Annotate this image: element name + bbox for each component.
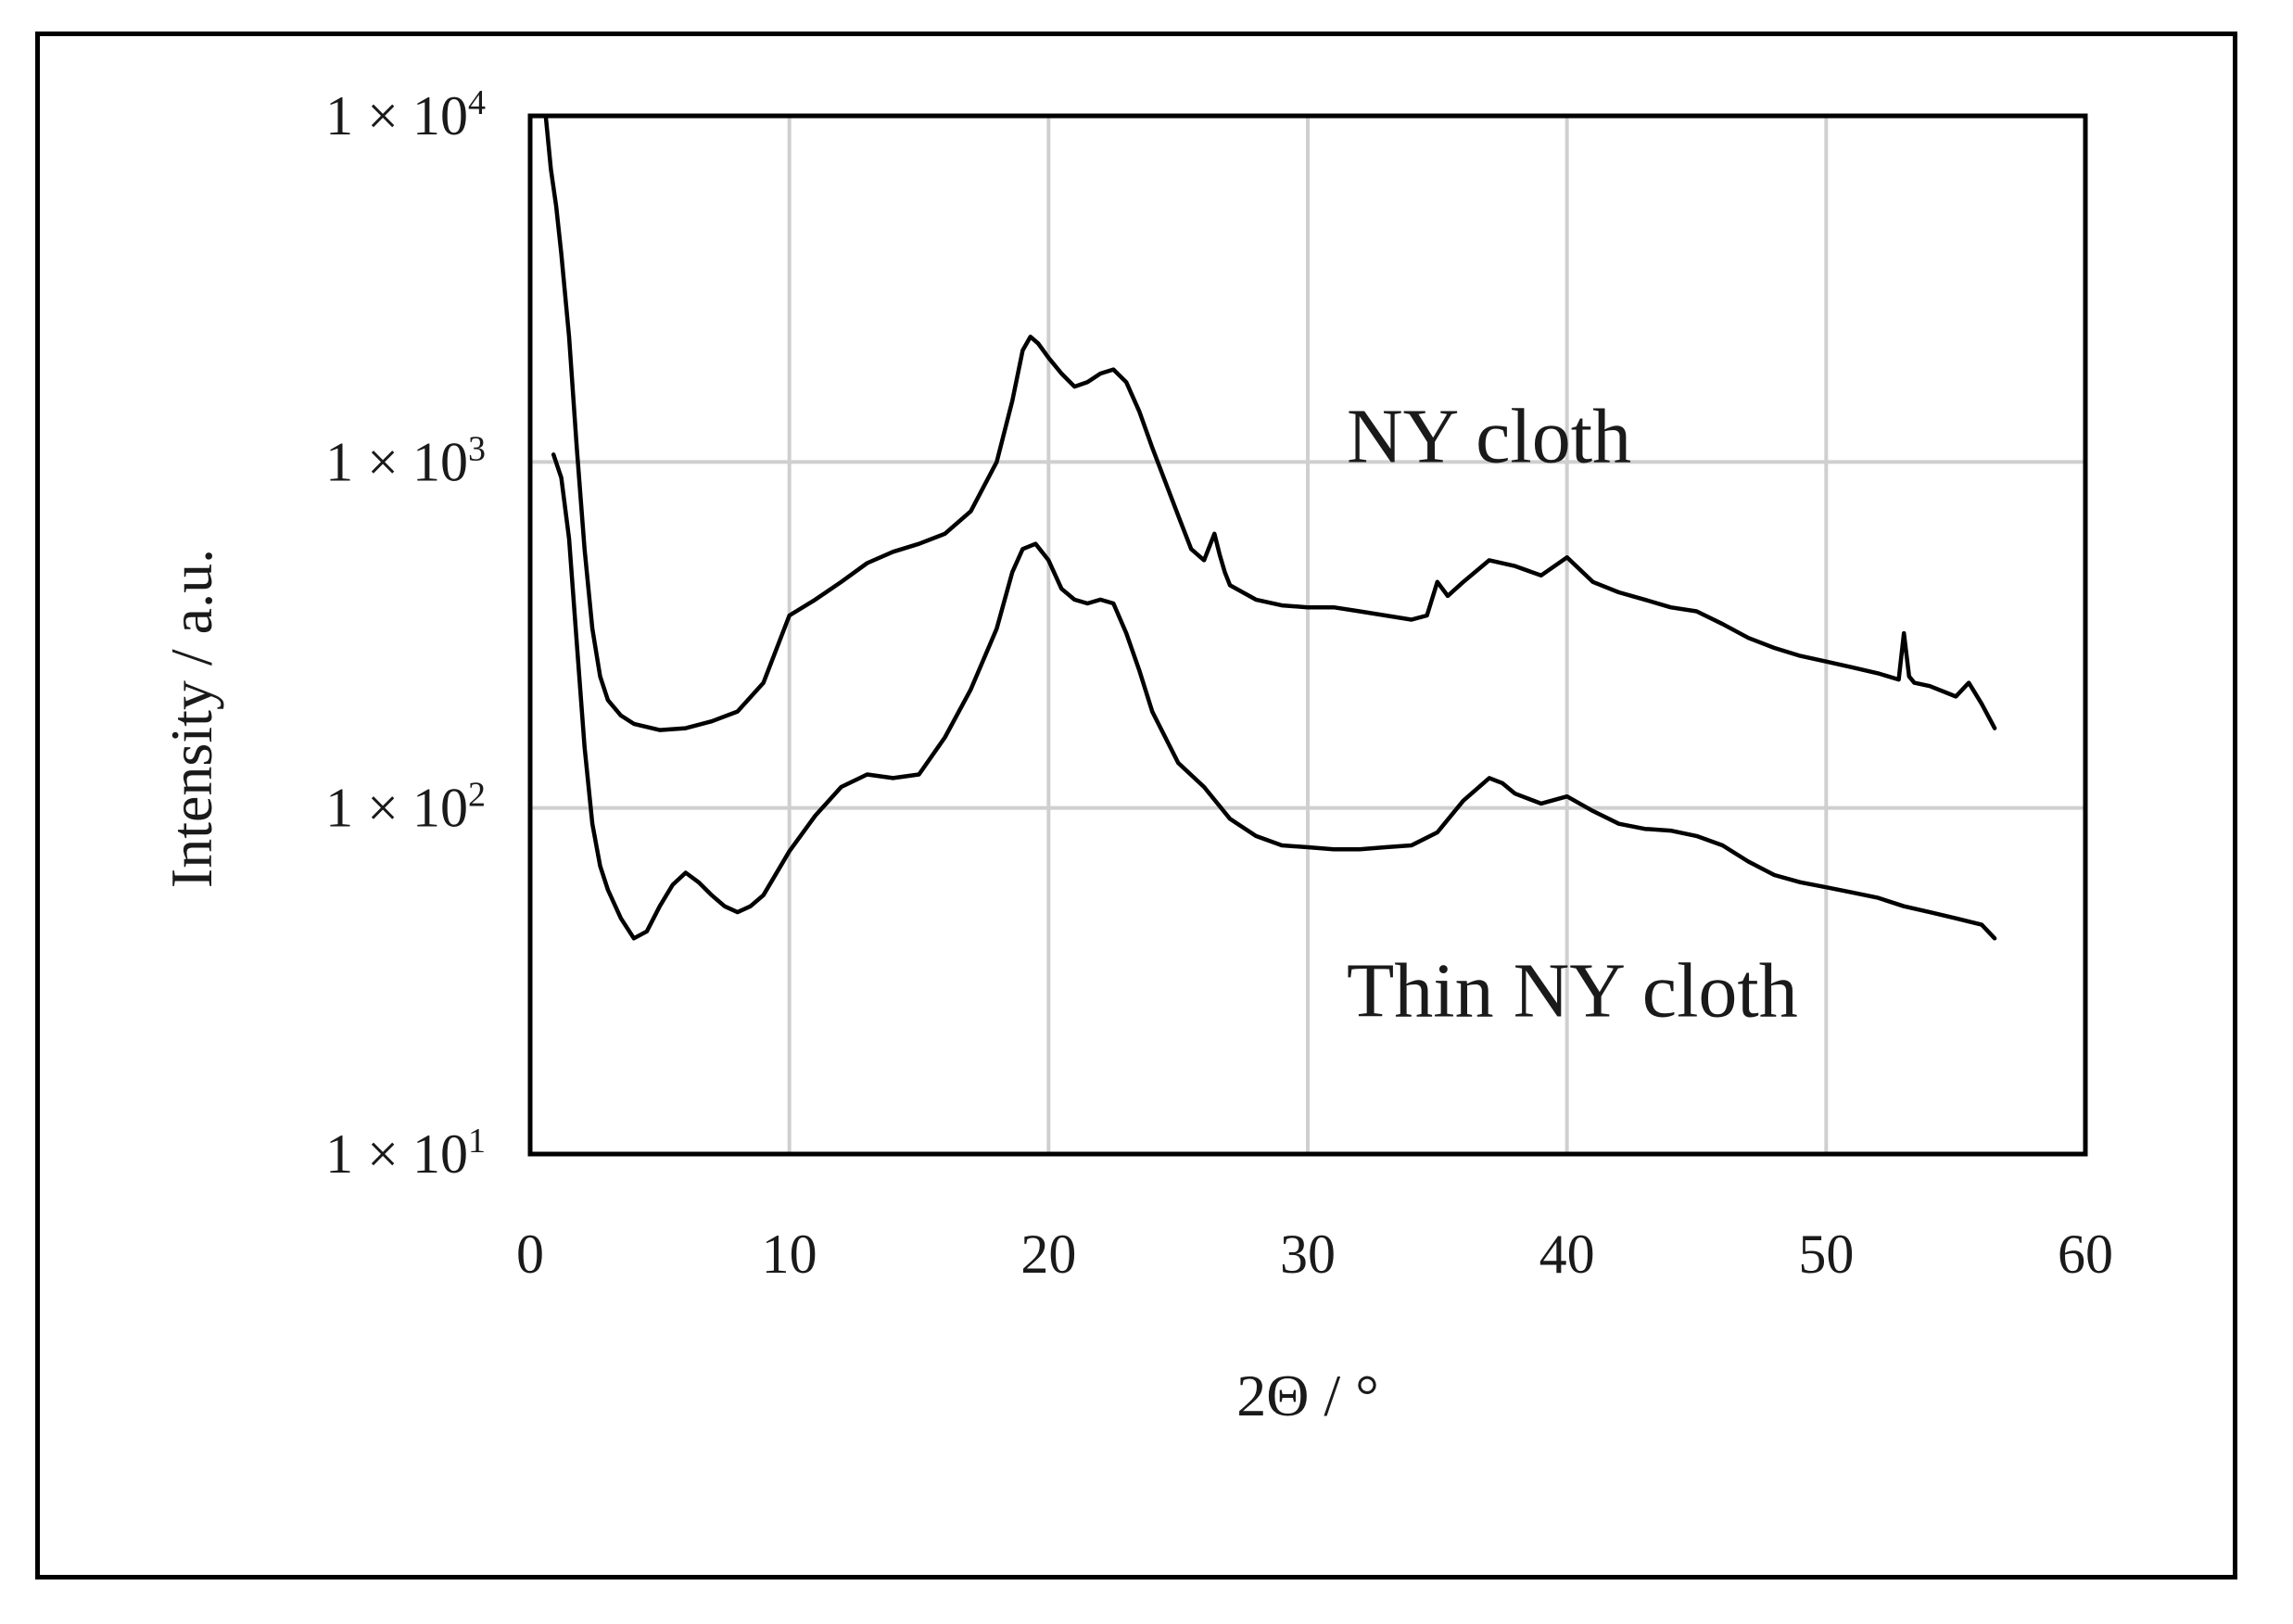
y-tick-label: 1 × 102 [325,776,486,839]
series-line-2 [551,452,1997,941]
grid-layer [530,116,2085,1154]
plot-area-border [527,113,2088,1157]
annotation-layer: NY cloth Thin NY cloth [1347,393,1798,1034]
y-tick-label: 1 × 101 [325,1122,486,1185]
y-tick-label: 1 × 103 [325,429,486,492]
x-tick-label: 60 [2058,1224,2113,1285]
series-layer [543,113,1997,941]
y-tick-label: 1 × 104 [325,83,486,146]
x-tick-label: 0 [516,1224,544,1285]
chart-frame: 0 10 20 30 40 50 60 1 × 101 1 × 102 1 × 103 1 × 10… [35,32,2237,1580]
series-line-1 [543,113,1997,732]
x-tick-label: 10 [762,1224,817,1285]
x-tick-label: 30 [1280,1224,1336,1285]
y-axis-label: Intensity / a.u. [158,549,224,888]
x-axis-label: 2Θ / ° [1236,1363,1379,1428]
annotation-upper: NY cloth [1347,393,1631,479]
x-tick-label: 40 [1539,1224,1595,1285]
x-tick-label: 20 [1020,1224,1076,1285]
tick-layer: 0 10 20 30 40 50 60 1 × 101 1 × 102 1 × 103 1 × 10… [325,83,2113,1285]
chart-svg: 0 10 20 30 40 50 60 1 × 101 1 × 102 1 × 103 1 × 10… [158,83,2113,1428]
x-tick-label: 50 [1798,1224,1854,1285]
annotation-lower: Thin NY cloth [1347,947,1798,1034]
